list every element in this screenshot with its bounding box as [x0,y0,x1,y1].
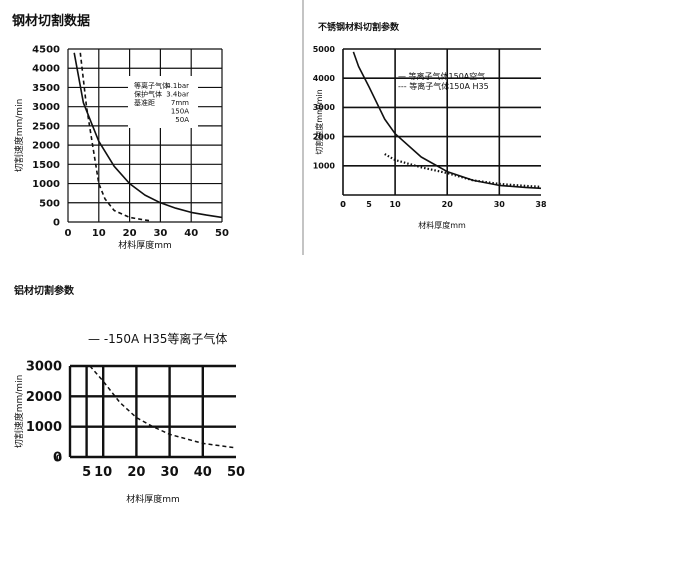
chart2-y-tick-label: 2000 [313,132,336,141]
chart2-y-axis-label: 切割速度mm/min [314,89,324,154]
chart2-x-tick-label: 20 [442,200,454,209]
chart2-y-tick-label: 4000 [313,74,336,83]
chart1-series-line-2 [79,52,152,222]
chart1-x-tick-label: 40 [184,228,198,239]
chart1-title: 钢材切割数据 [12,14,91,29]
chart1-y-axis-label: 切割速度mm/min [13,99,25,173]
chart1-annotation-label: 保护气体 [134,90,162,99]
chart1-annotation-label: 基准距 [134,98,155,107]
chart1-y-tick-label: 0 [53,218,60,229]
chart2-x-axis-label: 材料厚度mm [418,220,466,230]
chart1-y-tick-label: 4500 [32,45,60,56]
chart3-title: 铝材切割参数 [14,286,74,297]
chart3-y-tick-label: 3000 [26,360,62,375]
chart1-y-tick-label: 500 [39,198,60,209]
chart2-x-tick-label: 10 [390,200,402,209]
chart1-y-tick-label: 4000 [32,64,60,75]
chart3-x-axis-label: 材料厚度mm [126,493,180,505]
chart3-x-tick-label: 30 [161,465,179,480]
chart1-annotation-box [128,76,198,128]
chart2-x-tick-label: 30 [494,200,506,209]
chart1-y-tick-label: 2500 [32,121,60,132]
chart1-x-axis-label: 材料厚度mm [118,239,172,251]
chart1-annotation-value: 3.4bar [166,91,189,99]
chart2-legend-entry-2: --- 等离子气体150A H35 [398,81,489,91]
chart1-x-tick-label: 30 [153,228,167,239]
chart1-x-tick-label: 10 [92,228,106,239]
chart2-legend-entry-1: — 等离子气体150A空气 [398,71,485,81]
chart3-x-tick-label: 5 [82,465,91,480]
chart2-y-tick-label: 5000 [313,45,336,54]
chart2-y-tick-label: 1000 [313,162,336,171]
chart3-y-tick-label-origin: 0 [56,454,62,464]
chart2-series-line-1 [352,51,542,190]
chart3-series-line-1 [89,365,237,449]
chart2-x-tick-label: 5 [366,200,372,209]
chart1-y-tick-label: 1000 [32,179,60,190]
chart2-title: 不锈钢材料切割参数 [318,23,400,33]
chart3-y-tick-label: 1000 [26,420,62,435]
chart3-x-tick-label: 10 [94,465,112,480]
chart2-x-tick-label: 0 [340,200,346,209]
chart3-y-tick-label: 2000 [26,390,62,405]
chart1-x-tick-label: 20 [123,228,137,239]
chart3-x-tick-label: 50 [227,465,245,480]
chart1-x-tick-label: 0 [65,228,72,239]
chart1-y-tick-label: 1500 [32,160,60,171]
chart1-y-tick-label: 3500 [32,83,60,94]
chart2-series-line-2 [384,153,542,188]
chart1-annotation-value: 4.1bar [166,82,189,90]
chart1-annotation-value: 150A [171,108,189,116]
chart3-legend-entry-1: — -150A H35等离子气体 [88,331,227,346]
chart2-x-tick-label-origin: 0 [340,200,346,209]
chart1-y-tick-label: 2000 [32,141,60,152]
chart3-x-tick-label: 40 [194,465,212,480]
chart1-annotation-value: 50A [175,116,189,124]
chart1-annotation-value: 7mm [171,99,189,107]
chart2-x-tick-label: 38 [535,200,547,209]
chart1-y-tick-label: 3000 [32,102,60,113]
chart2-y-tick-label: 3000 [313,103,336,112]
chart3-x-tick-label: 20 [127,465,145,480]
chart1-series-line-1 [73,52,223,219]
chart1-annotation-label: 等离子气体 [134,81,169,90]
chart3-y-axis-label: 切割速度mm/min [13,375,25,449]
chart3-y-tick-label: 0 [53,451,62,466]
chart1-x-tick-label: 50 [215,228,229,239]
